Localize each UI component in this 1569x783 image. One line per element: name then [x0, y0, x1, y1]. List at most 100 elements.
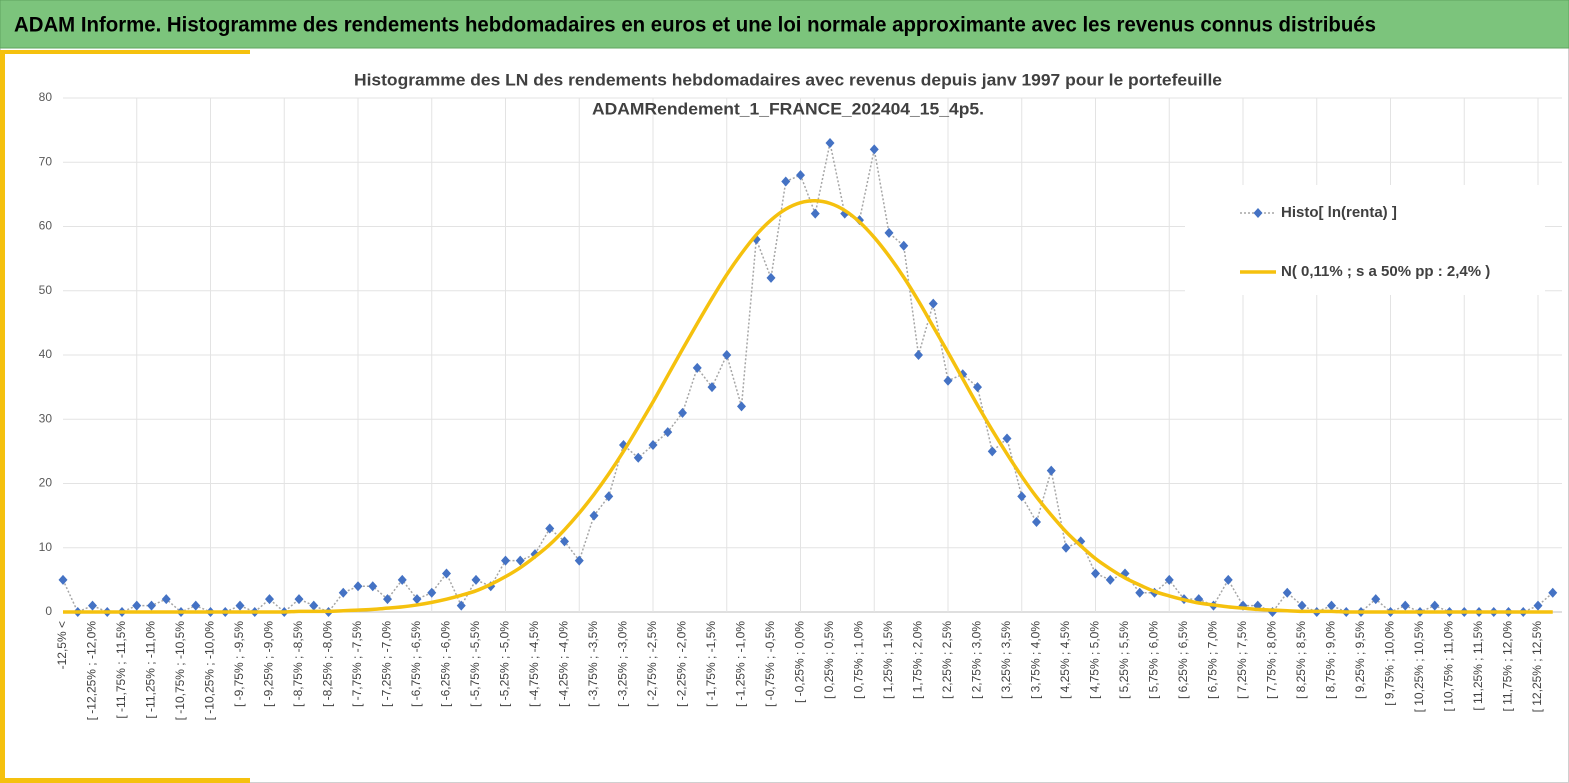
x-tick-label: [ 3,25% ; 3,5%: [999, 621, 1013, 699]
marker: [1032, 517, 1041, 528]
x-tick-label: [ 7,25% ; 7,5%: [1235, 621, 1249, 699]
x-tick-label: [ -7,25% ; -7,0%: [380, 621, 394, 707]
x-tick-label: [ -0,75% ; -0,5%: [763, 621, 777, 707]
marker: [987, 446, 997, 457]
x-tick-label: [ -3,75% ; -3,5%: [586, 621, 600, 707]
marker: [973, 382, 982, 393]
legend-box: [1185, 185, 1545, 295]
y-tick-label: 30: [39, 411, 53, 425]
marker: [1002, 433, 1012, 444]
y-tick-label: 60: [39, 219, 53, 233]
x-tick-label: [ 5,75% ; 6,0%: [1147, 621, 1161, 699]
marker: [574, 555, 584, 566]
accent: [0, 778, 250, 783]
marker: [589, 510, 599, 521]
marker: [161, 594, 171, 605]
marker: [737, 401, 746, 412]
x-tick-label: [ -4,25% ; -4,0%: [557, 621, 571, 707]
x-tick-label: [ 6,75% ; 7,0%: [1206, 621, 1220, 699]
x-tick-label: [ 9,75% ; 10,0%: [1383, 621, 1397, 706]
accent: [0, 50, 250, 54]
marker: [1017, 491, 1027, 502]
marker: [1327, 600, 1336, 611]
marker: [427, 587, 437, 598]
x-tick-label: [ 1,25% ; 1,5%: [881, 621, 895, 699]
x-tick-label: [ -6,25% ; -6,0%: [439, 621, 453, 707]
x-tick-label: [ -10,25% ; -10,0%: [203, 621, 217, 721]
legend-marker: [1253, 208, 1263, 218]
y-tick-label: 0: [45, 604, 52, 618]
marker: [265, 594, 274, 605]
chart-title: Histogramme des LN des rendements hebdom…: [354, 70, 1222, 89]
x-tick-label: [ -5,75% ; -5,5%: [468, 621, 482, 707]
marker: [1548, 587, 1558, 598]
x-tick-label: [ -2,25% ; -2,0%: [675, 621, 689, 707]
x-tick-label: [ 2,75% ; 3,0%: [970, 621, 984, 699]
x-tick-label: [ -5,25% ; -5,0%: [498, 621, 512, 707]
x-tick-label: [ 12,25% ; 12,5%: [1530, 621, 1544, 713]
marker: [692, 362, 702, 373]
x-tick-label: [ -9,25% ; -9,0%: [262, 621, 276, 707]
marker: [663, 427, 673, 438]
x-tick-label: [ -2,75% ; -2,5%: [645, 621, 659, 707]
marker: [1135, 587, 1145, 598]
marker: [899, 240, 909, 251]
marker: [1223, 574, 1233, 585]
x-tick-label: [ 0,75% ; 1,0%: [852, 621, 866, 699]
marker: [633, 452, 643, 463]
marker: [707, 382, 717, 393]
x-tick-label: [ 0,25% ; 0,5%: [822, 621, 836, 699]
marker: [1297, 600, 1307, 611]
marker: [1046, 465, 1056, 476]
x-tick-label: [ 8,25% ; 8,5%: [1294, 621, 1308, 699]
marker: [442, 568, 451, 579]
x-tick-label: [ 1,75% ; 2,0%: [911, 621, 925, 699]
legend-label: Histo[ ln(renta) ]: [1281, 204, 1397, 221]
marker: [1430, 600, 1440, 611]
accent: [0, 50, 5, 783]
marker: [884, 227, 894, 238]
x-tick-label: [ 3,75% ; 4,0%: [1029, 621, 1043, 699]
x-tick-label: [ -11,25% ; -11,0%: [144, 621, 158, 719]
marker: [88, 600, 97, 611]
marker: [515, 555, 525, 566]
x-tick-label: [ -8,75% ; -8,5%: [291, 621, 305, 707]
marker: [383, 594, 392, 605]
x-tick-label: [ -9,75% ; -9,5%: [232, 621, 246, 707]
x-tick-label: [ 4,25% ; 4,5%: [1058, 621, 1072, 699]
marker: [191, 600, 201, 611]
marker: [1091, 568, 1100, 579]
x-tick-label: [ -7,75% ; -7,5%: [350, 621, 364, 707]
marker: [338, 587, 348, 598]
x-tick-label: [ -12,25% ; -12,0%: [85, 621, 99, 721]
marker: [766, 272, 776, 283]
chart-title: ADAMRendement_1_FRANCE_202404_15_4p5.: [592, 99, 984, 118]
marker: [943, 375, 953, 386]
marker: [147, 600, 156, 611]
normal-curve: [63, 199, 1553, 614]
x-tick-label: [ 11,25% ; 11,5%: [1471, 621, 1485, 711]
marker: [1533, 600, 1543, 611]
marker: [1061, 542, 1071, 553]
legend-label: N( 0,11% ; s a 50% pp : 2,4% ): [1281, 263, 1490, 280]
marker: [545, 523, 555, 534]
marker: [132, 600, 142, 611]
marker: [353, 581, 363, 592]
x-tick-label: [ 9,25% ; 9,5%: [1353, 621, 1367, 699]
x-tick-label: [ 7,75% ; 8,0%: [1265, 621, 1279, 699]
marker: [869, 144, 879, 155]
x-tick-label: [ 10,75% ; 11,0%: [1442, 621, 1456, 712]
marker: [309, 600, 319, 611]
x-tick-label: [ 11,75% ; 12,0%: [1501, 621, 1515, 712]
marker: [722, 350, 732, 360]
x-tick-label: [ -0,25% ; 0,0%: [793, 621, 807, 703]
x-tick-label: [ 10,25% ; 10,5%: [1412, 621, 1426, 713]
marker: [648, 439, 658, 450]
marker: [397, 574, 407, 585]
marker: [914, 350, 923, 360]
marker: [1164, 574, 1174, 585]
marker: [825, 137, 835, 148]
y-tick-label: 70: [39, 154, 53, 168]
